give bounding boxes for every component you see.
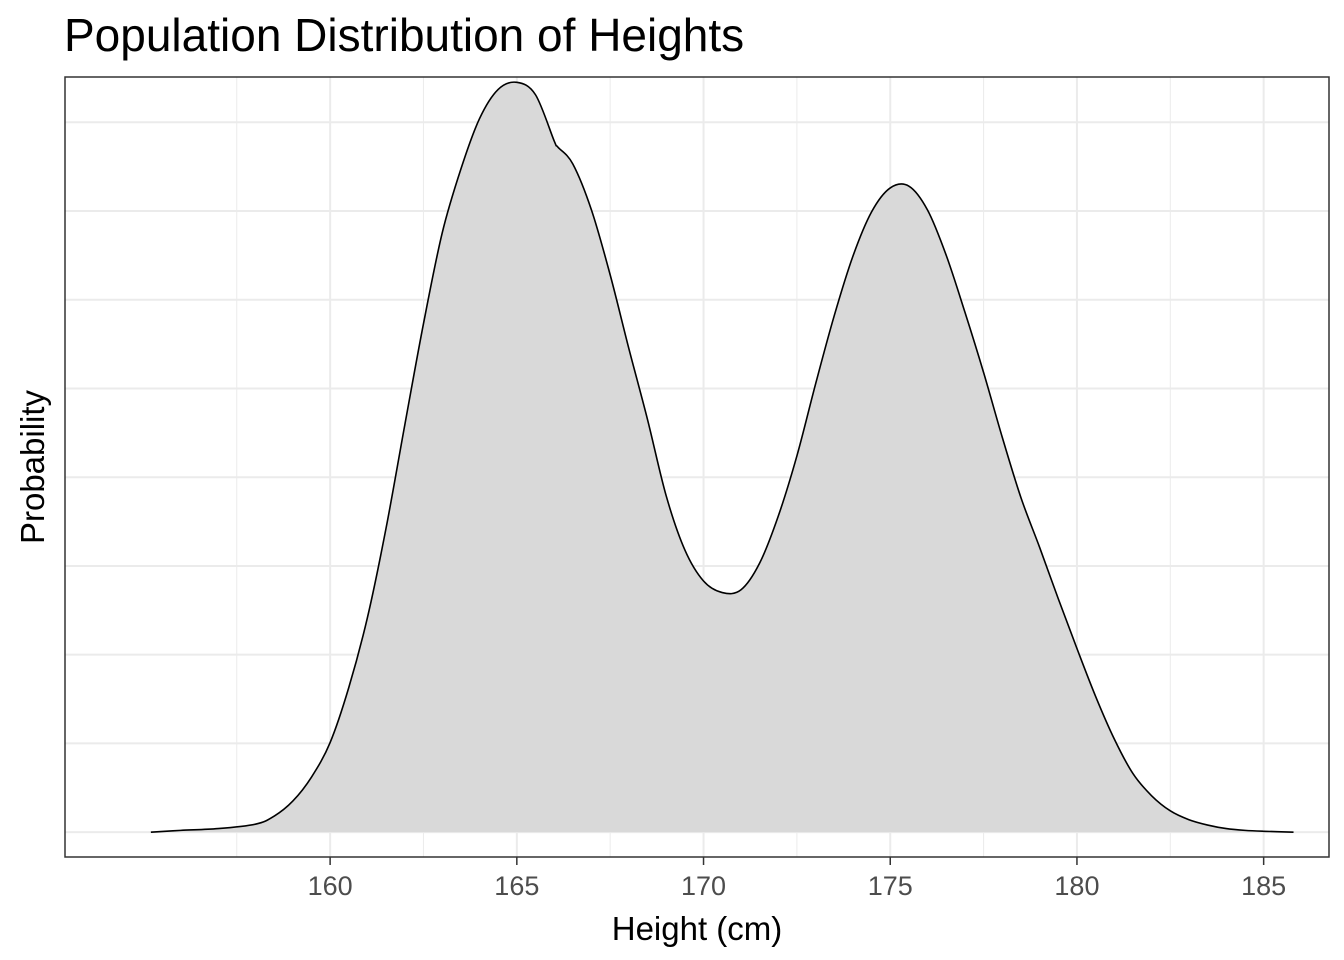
x-tick-label: 170 <box>681 871 726 901</box>
x-tick-label: 175 <box>868 871 913 901</box>
x-axis-tick-labels: 160 165 170 175 180 185 <box>308 871 1287 901</box>
x-axis-title: Height (cm) <box>612 910 783 947</box>
density-line <box>150 81 1294 833</box>
x-tick-label: 180 <box>1054 871 1099 901</box>
x-tick-label: 185 <box>1241 871 1286 901</box>
chart-title: Population Distribution of Heights <box>64 9 745 61</box>
density-area <box>150 82 1294 833</box>
panel-border <box>64 76 1330 858</box>
y-axis-title: Probability <box>14 389 51 544</box>
x-axis-ticks <box>329 857 1265 865</box>
x-tick-label: 160 <box>308 871 353 901</box>
x-tick-label: 165 <box>494 871 539 901</box>
